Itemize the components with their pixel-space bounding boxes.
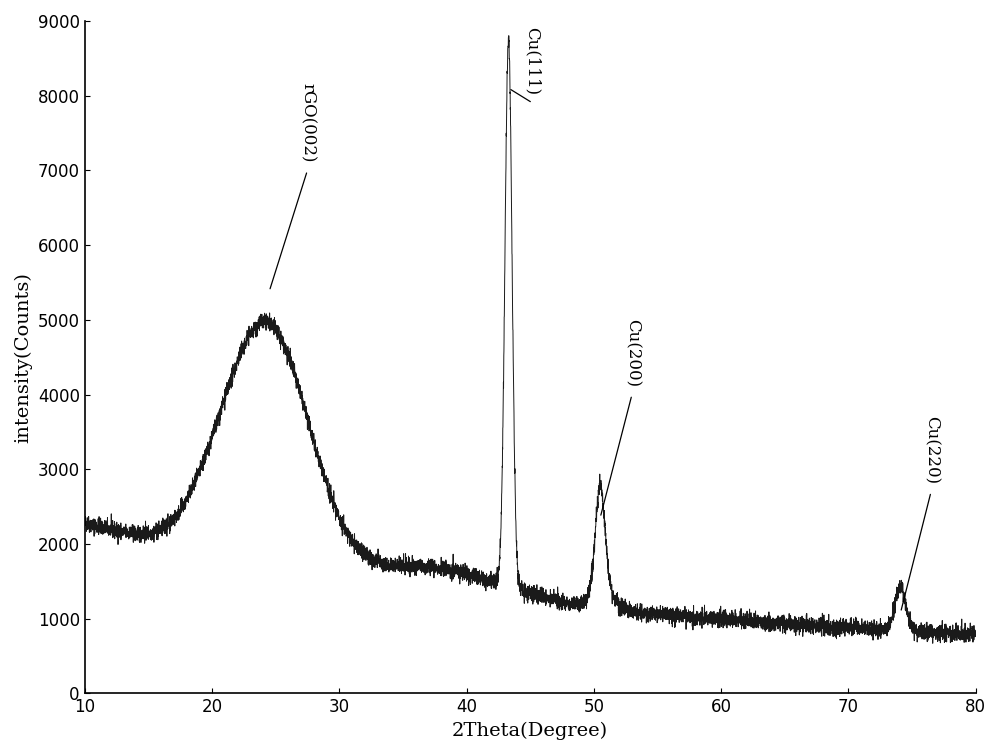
X-axis label: 2Theta(Degree): 2Theta(Degree) bbox=[452, 722, 608, 740]
Text: Cu(111): Cu(111) bbox=[524, 27, 541, 96]
Text: Cu(220): Cu(220) bbox=[923, 416, 940, 484]
Y-axis label: intensity(Counts): intensity(Counts) bbox=[14, 271, 32, 443]
Text: rGO(002): rGO(002) bbox=[299, 84, 316, 163]
Text: Cu(200): Cu(200) bbox=[623, 319, 640, 387]
